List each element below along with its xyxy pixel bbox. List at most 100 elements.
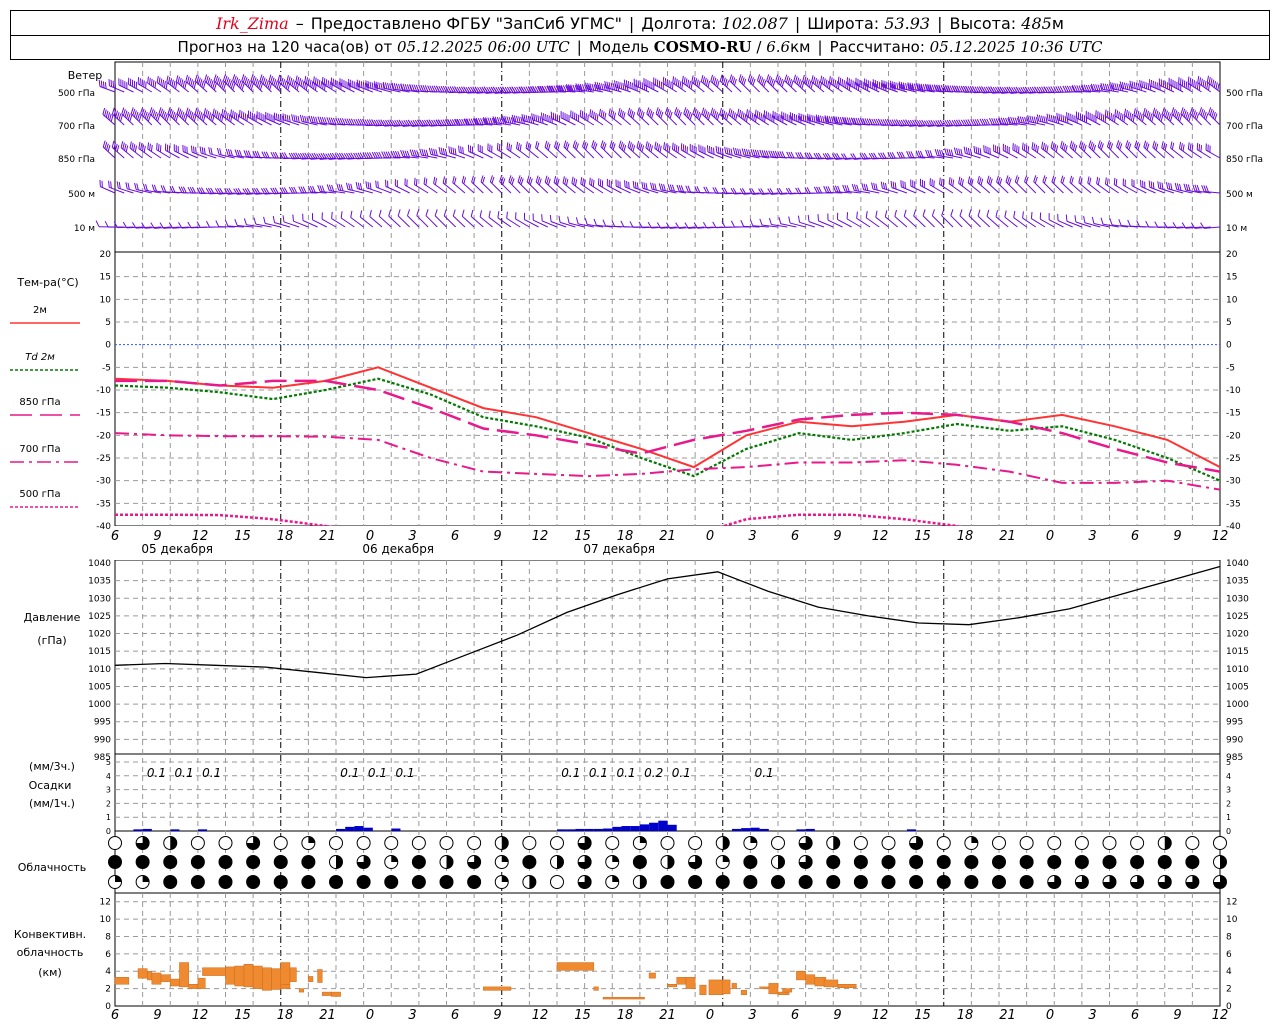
wind-barb xyxy=(1087,176,1101,194)
precip-bar xyxy=(584,828,594,831)
header: Irk_Zima – Предоставлено ФГБУ "ЗапСиб УГ… xyxy=(10,10,1270,61)
alt-unit: м xyxy=(1051,13,1064,33)
wind-barb xyxy=(1065,214,1083,228)
precip-tick-right: 1 xyxy=(1226,813,1231,822)
wind-barb xyxy=(137,77,153,93)
wind-barb xyxy=(740,220,760,228)
precip-value-label: 0.1 xyxy=(561,766,580,780)
wind-barb xyxy=(692,107,705,126)
wind-barb xyxy=(977,175,991,194)
wind-barb xyxy=(684,222,705,229)
wind-barb xyxy=(147,142,162,159)
wind-barb xyxy=(1172,222,1193,229)
wind-barb xyxy=(348,78,364,93)
convective-bar xyxy=(234,965,245,987)
wind-barb xyxy=(995,210,1009,228)
wind-barb xyxy=(624,180,641,194)
wind-barb xyxy=(1002,143,1018,159)
precip-bar xyxy=(750,827,760,831)
cloud-low-symbol xyxy=(936,875,951,889)
cloud-low-symbol xyxy=(467,875,482,889)
precip-bar xyxy=(759,828,769,831)
cloud-high-symbol xyxy=(218,836,233,850)
model-slash: / xyxy=(756,38,762,56)
wind-barb xyxy=(523,212,539,228)
temp-tick-right: -10 xyxy=(1226,386,1241,396)
wind-barb xyxy=(983,145,1000,159)
precip-unit-top: (мм/3ч.) xyxy=(29,760,75,773)
wind-barb xyxy=(535,175,549,194)
wind-barb xyxy=(582,140,595,159)
wind-barb xyxy=(710,107,724,126)
pressure-tick-right: 1030 xyxy=(1226,594,1249,604)
convective-bar xyxy=(280,962,291,985)
wind-barb xyxy=(1100,82,1119,93)
wind-barb xyxy=(915,150,935,159)
pressure-tick-right: 990 xyxy=(1226,735,1243,745)
temp-tick-left: -15 xyxy=(96,409,111,419)
convective-tick-left: 0 xyxy=(105,1002,111,1012)
wind-barb xyxy=(345,182,364,194)
wind-barb xyxy=(948,177,963,194)
hour-label-top: 12 xyxy=(532,529,549,544)
wind-barb xyxy=(554,140,567,159)
cloud-mid-symbol xyxy=(909,855,924,869)
cloud-low-symbol xyxy=(1213,875,1227,889)
wind-barb xyxy=(598,108,613,126)
date-strip xyxy=(115,526,1220,560)
wind-barb xyxy=(922,209,935,228)
wind-barb xyxy=(828,76,843,93)
wind-level-left: 500 гПа xyxy=(58,89,95,99)
temp-series-3 xyxy=(115,432,1220,491)
wind-barb xyxy=(535,141,549,159)
temp-tick-left: -40 xyxy=(96,522,111,532)
wind-barb xyxy=(563,140,576,159)
wind-barb xyxy=(768,150,788,159)
temp-tick-right: 15 xyxy=(1226,273,1237,283)
temp-legend-label: Td 2м xyxy=(25,352,55,363)
wind-barb xyxy=(759,218,779,228)
cloud-high-symbol xyxy=(853,836,868,850)
wind-barb xyxy=(666,222,686,229)
wind-barb xyxy=(1027,115,1046,126)
wind-barb xyxy=(340,211,355,228)
convective-bar xyxy=(708,979,723,995)
wind-barb xyxy=(339,78,355,93)
wind-barb xyxy=(663,142,677,159)
temp-tick-right: -40 xyxy=(1226,522,1241,532)
precip-bar xyxy=(731,828,742,831)
hour-label-bottom: 12 xyxy=(872,1008,889,1023)
wind-barb xyxy=(575,217,594,228)
wind-barb xyxy=(428,147,447,159)
wind-barb xyxy=(1033,175,1046,194)
wind-barb xyxy=(627,107,641,126)
hour-label-top: 3 xyxy=(748,529,756,544)
wind-barb xyxy=(1104,109,1119,126)
wind-barb xyxy=(125,182,143,194)
wind-barb xyxy=(1174,182,1193,194)
wind-barb xyxy=(881,79,898,93)
wind-barb xyxy=(775,74,788,93)
precip-bar xyxy=(667,824,677,831)
wind-barb xyxy=(176,107,190,126)
hour-label-bottom: 6 xyxy=(111,1008,119,1023)
hour-label-bottom: 9 xyxy=(1173,1008,1181,1023)
precip-tick-right: 0 xyxy=(1226,827,1231,836)
wind-barb xyxy=(894,209,908,228)
wind-barb xyxy=(674,107,687,126)
wind-barb xyxy=(654,141,668,159)
wind-barb xyxy=(959,209,972,228)
calc-label: Рассчитано: xyxy=(829,38,925,56)
hour-label-bottom: 15 xyxy=(234,1008,251,1023)
temp-legend-label: 700 гПа xyxy=(19,444,60,455)
convective-bar xyxy=(137,968,148,979)
wind-barb xyxy=(268,74,282,93)
wind-barb xyxy=(567,216,585,228)
cloud-mid-symbol xyxy=(715,855,730,869)
pressure-tick-right: 985 xyxy=(1226,753,1243,763)
wind-barb xyxy=(789,112,806,126)
wind-barb xyxy=(748,188,769,195)
precip-tick-left: 1 xyxy=(106,813,111,822)
wind-barb xyxy=(489,175,503,194)
wind-barb xyxy=(479,210,493,228)
